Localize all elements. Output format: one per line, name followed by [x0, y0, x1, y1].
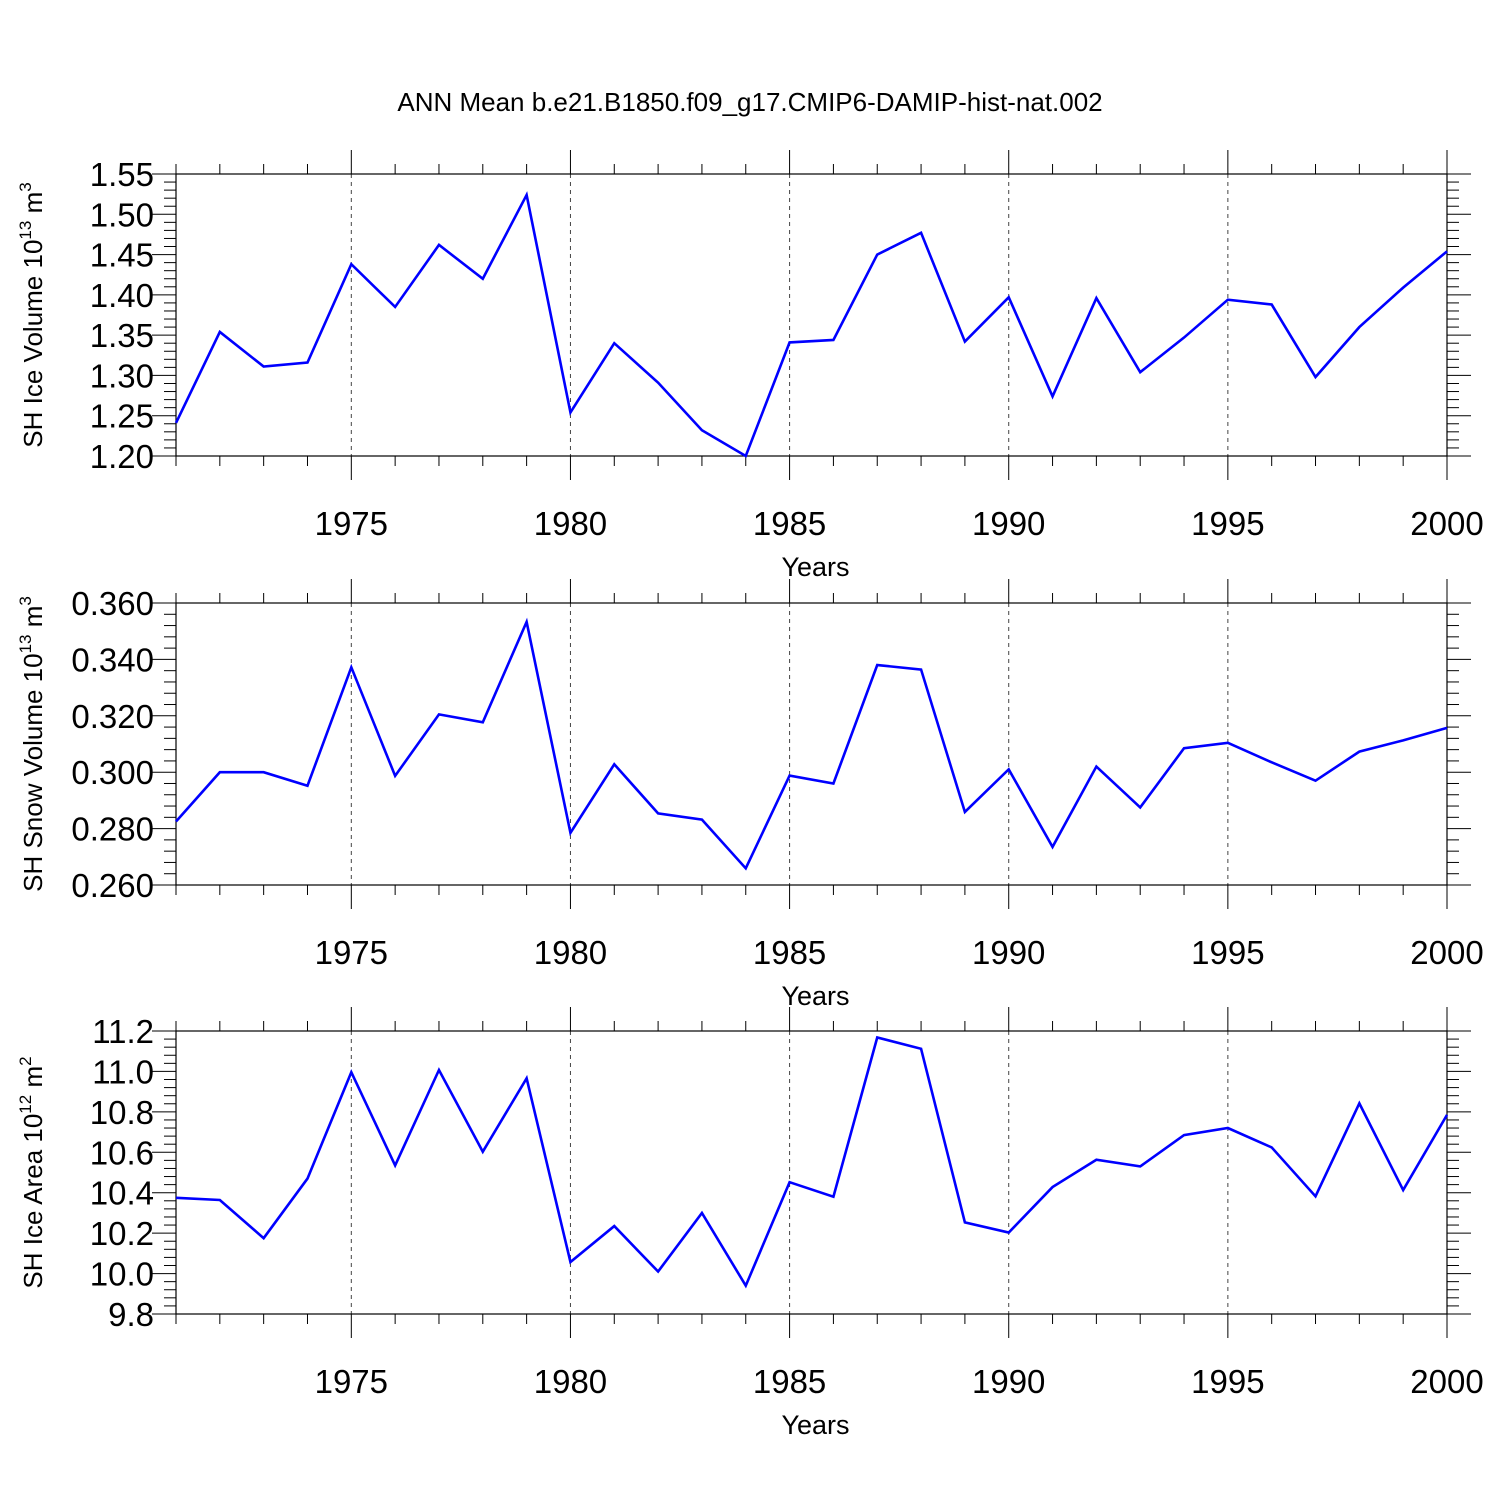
y-tick-label: 9.8 [108, 1296, 154, 1333]
y-axis-label: SH Ice Area 1012 m2 [16, 1056, 48, 1288]
y-tick-label: 1.45 [90, 237, 154, 274]
y-axis-label: SH Snow Volume 1013 m3 [16, 596, 48, 892]
x-tick-label: 1995 [1191, 505, 1264, 542]
y-tick-label: 11.2 [92, 1013, 154, 1050]
y-axis-label-part: 2 [16, 1056, 35, 1065]
chart-title: ANN Mean b.e21.B1850.f09_g17.CMIP6-DAMIP… [397, 87, 1102, 117]
y-tick-label: 10.2 [90, 1215, 154, 1252]
x-tick-label: 1980 [534, 505, 607, 542]
y-axis-label-part: 3 [16, 596, 35, 605]
x-tick-label: 1985 [753, 934, 826, 971]
y-axis-label-part: 3 [16, 182, 35, 191]
series-line [175, 617, 1448, 871]
y-tick-label: 0.300 [71, 754, 154, 791]
chart-panel-2: 0.260 0.280 0.300 0.320 0.340 0.360 1975 1980 19… [16, 579, 1484, 1011]
x-tick-label: 1980 [534, 934, 607, 971]
chart-panel-3: 9.810.0 10.210.4 10.610.8 11.011.2 1975 1980 1… [16, 1007, 1484, 1440]
y-tick-label: 1.55 [90, 156, 154, 193]
plot-frame [175, 602, 1448, 886]
series-line [174, 191, 1448, 458]
y-axis-label-part: 13 [16, 634, 35, 653]
x-tick-label: 1995 [1191, 1363, 1264, 1400]
x-tick-label: 2000 [1410, 934, 1483, 971]
y-axis-label-part: SH Ice Volume 10 [18, 240, 48, 448]
y-tick-label: 10.0 [90, 1256, 154, 1293]
y-axis-label-part: m [18, 1066, 48, 1095]
x-tick-label: 1985 [753, 505, 826, 542]
x-axis-label: Years [781, 1410, 849, 1440]
y-axis-label-part: SH Ice Area 10 [18, 1114, 48, 1289]
x-tick-label: 1975 [315, 934, 388, 971]
y-tick-label: 1.35 [90, 317, 154, 354]
y-tick-label: 10.8 [90, 1094, 154, 1131]
chart-panel-1: 1.201.25 1.301.351.401.45 1.501.55 1975 1980… [16, 150, 1484, 582]
y-tick-label: 1.20 [90, 438, 154, 475]
x-tick-label: 1975 [315, 1363, 388, 1400]
y-tick-label: 1.50 [90, 196, 154, 233]
x-tick-label: 2000 [1410, 505, 1483, 542]
y-axis-label-part: 13 [16, 221, 35, 240]
x-tick-label: 1985 [753, 1363, 826, 1400]
y-tick-label: 11.0 [92, 1053, 154, 1090]
y-axis-label: SH Ice Volume 1013 m3 [16, 182, 48, 447]
x-tick-label: 1990 [972, 505, 1045, 542]
y-tick-label: 1.40 [90, 277, 154, 314]
x-tick-label: 1995 [1191, 934, 1264, 971]
plot-frame [175, 1030, 1448, 1315]
y-tick-label: 1.25 [90, 398, 154, 435]
y-tick-label: 0.360 [71, 585, 154, 622]
x-tick-label: 2000 [1410, 1363, 1483, 1400]
x-axis-label: Years [781, 552, 849, 582]
y-tick-label: 0.320 [71, 698, 154, 735]
y-tick-label: 1.30 [90, 357, 154, 394]
x-tick-label: 1975 [315, 505, 388, 542]
y-tick-label: 0.260 [71, 867, 154, 904]
x-axis-label: Years [781, 981, 849, 1011]
x-tick-label: 1990 [972, 1363, 1045, 1400]
y-axis-label-part: m [18, 606, 48, 635]
y-axis-label-part: 12 [16, 1095, 35, 1114]
x-tick-label: 1990 [972, 934, 1045, 971]
x-tick-label: 1980 [534, 1363, 607, 1400]
y-tick-label: 0.280 [71, 811, 154, 848]
y-axis-label-part: SH Snow Volume 10 [18, 653, 48, 891]
y-tick-label: 10.4 [90, 1175, 154, 1212]
y-tick-label: 10.6 [90, 1134, 154, 1171]
plot-frame [175, 173, 1448, 457]
y-tick-label: 0.340 [71, 641, 154, 678]
y-axis-label-part: m [18, 192, 48, 221]
series-line [175, 1035, 1449, 1289]
